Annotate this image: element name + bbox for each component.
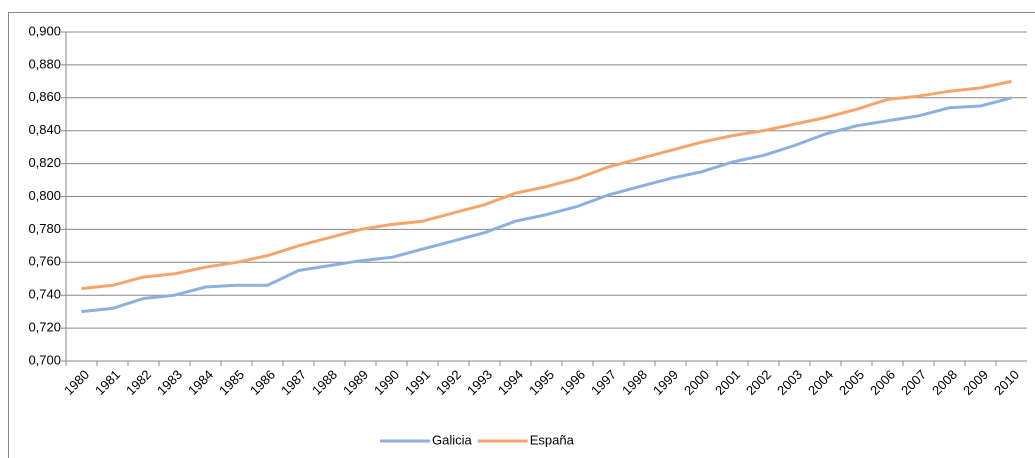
legend-label: Galicia: [432, 432, 473, 447]
line-series: [81, 79, 1012, 291]
line-series: [81, 96, 1012, 314]
y-tick-label: 0,740: [28, 287, 61, 302]
y-tick-label: 0,820: [28, 155, 61, 170]
y-tick-label: 0,840: [28, 122, 61, 137]
y-tick-label: 0,780: [28, 221, 61, 236]
y-tick-label: 0,720: [28, 320, 61, 335]
legend-label: España: [530, 432, 575, 447]
y-tick-label: 0,800: [28, 188, 61, 203]
y-tick-label: 0,700: [28, 352, 61, 367]
y-tick-label: 0,880: [28, 56, 61, 71]
y-tick-label: 0,860: [28, 89, 61, 104]
y-tick-label: 0,900: [28, 23, 61, 38]
chart-border: [8, 12, 1035, 458]
y-tick-label: 0,760: [28, 254, 61, 269]
